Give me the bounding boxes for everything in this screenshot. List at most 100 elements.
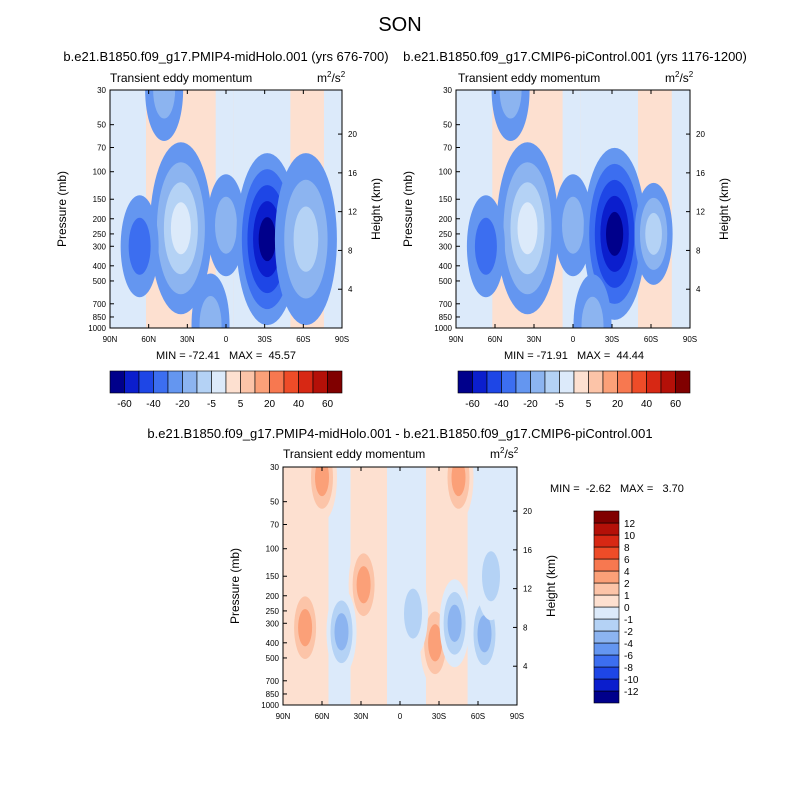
x-tick-label: 60S bbox=[296, 335, 310, 344]
colorbar-label: 20 bbox=[612, 399, 624, 410]
y-tick-label: 50 bbox=[443, 121, 452, 130]
colorbar-swatch bbox=[593, 690, 620, 704]
y-tick-label: 250 bbox=[439, 230, 453, 239]
x-tick-label: 0 bbox=[398, 712, 403, 721]
colorbar-swatch bbox=[675, 370, 691, 394]
y-right-tick-label: 12 bbox=[348, 208, 357, 217]
y-tick-label: 70 bbox=[97, 144, 106, 153]
x-tick-label: 90S bbox=[335, 335, 349, 344]
panel-2-colorbar: -60 -40 -20 -5 5 20 40 60 bbox=[457, 370, 691, 410]
colorbar-label: -60 bbox=[465, 399, 480, 410]
x-tick-label: 0 bbox=[571, 335, 576, 344]
negative-contour bbox=[474, 217, 497, 275]
y-right-tick-label: 12 bbox=[696, 208, 705, 217]
y-tick-label: 50 bbox=[270, 498, 279, 507]
colorbar-swatch bbox=[573, 370, 589, 394]
colorbar-label: -60 bbox=[117, 399, 132, 410]
panel-3-subtitle: Transient eddy momentum bbox=[283, 447, 425, 461]
x-tick-label: 30N bbox=[527, 335, 542, 344]
y-right-tick-label: 8 bbox=[696, 246, 701, 255]
panel-2-units: m2/s2 bbox=[665, 70, 694, 85]
colorbar-swatch bbox=[298, 370, 314, 394]
negative-contour bbox=[128, 217, 151, 275]
colorbar-swatch bbox=[593, 618, 620, 632]
y-tick-label: 70 bbox=[270, 521, 279, 530]
x-tick-label: 90N bbox=[276, 712, 291, 721]
panel-1-colorbar: -60 -40 -20 -5 5 20 40 60 bbox=[109, 370, 343, 410]
panel-2-plot: 3050701001502002503004005007008501000481… bbox=[401, 86, 731, 344]
colorbar-label: -5 bbox=[555, 399, 564, 410]
x-tick-label: 30N bbox=[354, 712, 369, 721]
y-right-tick-label: 16 bbox=[348, 169, 357, 178]
y-tick-label: 300 bbox=[439, 242, 453, 251]
y-tick-label: 500 bbox=[93, 277, 107, 286]
positive-contour bbox=[562, 196, 584, 254]
svg-text:m2/s2: m2/s2 bbox=[490, 446, 519, 461]
y-tick-label: 850 bbox=[266, 690, 280, 699]
colorbar-swatch bbox=[225, 370, 241, 394]
y-axis-label: Pressure (mb) bbox=[55, 171, 69, 247]
y-tick-label: 100 bbox=[439, 168, 453, 177]
y-right-tick-label: 16 bbox=[523, 546, 532, 555]
negative-contour bbox=[334, 613, 349, 651]
colorbar-swatch bbox=[593, 678, 620, 692]
y-right-tick-label: 20 bbox=[348, 130, 357, 139]
colorbar-swatch bbox=[593, 630, 620, 644]
y-tick-label: 1000 bbox=[261, 701, 279, 710]
x-tick-label: 60N bbox=[315, 712, 330, 721]
y-right-tick-label: 4 bbox=[696, 285, 701, 294]
x-tick-label: 60S bbox=[644, 335, 658, 344]
positive-contour bbox=[645, 212, 662, 255]
colorbar-swatch bbox=[593, 606, 620, 620]
y-right-tick-label: 8 bbox=[523, 623, 528, 632]
colorbar-swatch bbox=[593, 570, 620, 584]
colorbar-label: 6 bbox=[624, 555, 630, 566]
positive-contour bbox=[356, 566, 371, 604]
colorbar-swatch bbox=[593, 546, 620, 560]
colorbar-swatch bbox=[312, 370, 328, 394]
colorbar-swatch bbox=[593, 558, 620, 572]
colorbar-label: -1 bbox=[624, 615, 633, 626]
y-right-axis-label: Height (km) bbox=[369, 178, 383, 240]
colorbar-swatch bbox=[559, 370, 575, 394]
colorbar-swatch bbox=[588, 370, 604, 394]
colorbar-swatch bbox=[182, 370, 198, 394]
page-title: SON bbox=[378, 14, 421, 36]
colorbar-swatch bbox=[515, 370, 531, 394]
colorbar-swatch bbox=[167, 370, 183, 394]
panel-3-title: b.e21.B1850.f09_g17.PMIP4-midHolo.001 - … bbox=[147, 426, 652, 441]
positive-contour bbox=[581, 296, 604, 328]
colorbar-swatch bbox=[631, 370, 647, 394]
colorbar-swatch bbox=[617, 370, 633, 394]
y-tick-label: 200 bbox=[439, 215, 453, 224]
negative-contour bbox=[258, 217, 276, 262]
colorbar-swatch bbox=[211, 370, 227, 394]
colorbar-swatch bbox=[544, 370, 560, 394]
colorbar-label: 60 bbox=[670, 399, 682, 410]
y-tick-label: 150 bbox=[439, 195, 453, 204]
colorbar-swatch bbox=[269, 370, 285, 394]
colorbar-label: 40 bbox=[641, 399, 653, 410]
panel-1-stats: MIN = -72.41 MAX = 45.57 bbox=[156, 350, 296, 362]
negative-contour bbox=[447, 604, 462, 642]
colorbar-swatch bbox=[593, 522, 620, 536]
colorbar-label: 2 bbox=[624, 579, 630, 590]
colorbar-label: -5 bbox=[207, 399, 216, 410]
colorbar-swatch bbox=[472, 370, 488, 394]
colorbar-label: 5 bbox=[238, 399, 244, 410]
y-tick-label: 70 bbox=[443, 144, 452, 153]
colorbar-label: -40 bbox=[146, 399, 161, 410]
colorbar-label: -40 bbox=[494, 399, 509, 410]
panel-3-units: m2/s2 bbox=[490, 446, 519, 461]
y-tick-label: 850 bbox=[439, 313, 453, 322]
colorbar-label: -20 bbox=[175, 399, 190, 410]
colorbar-swatch bbox=[593, 666, 620, 680]
y-right-tick-label: 4 bbox=[523, 662, 528, 671]
colorbar-swatch bbox=[109, 370, 125, 394]
x-tick-label: 30S bbox=[432, 712, 446, 721]
y-tick-label: 250 bbox=[93, 230, 107, 239]
x-tick-label: 90N bbox=[449, 335, 464, 344]
y-tick-label: 50 bbox=[97, 121, 106, 130]
colorbar-swatch bbox=[196, 370, 212, 394]
y-axis-label: Pressure (mb) bbox=[401, 171, 415, 247]
